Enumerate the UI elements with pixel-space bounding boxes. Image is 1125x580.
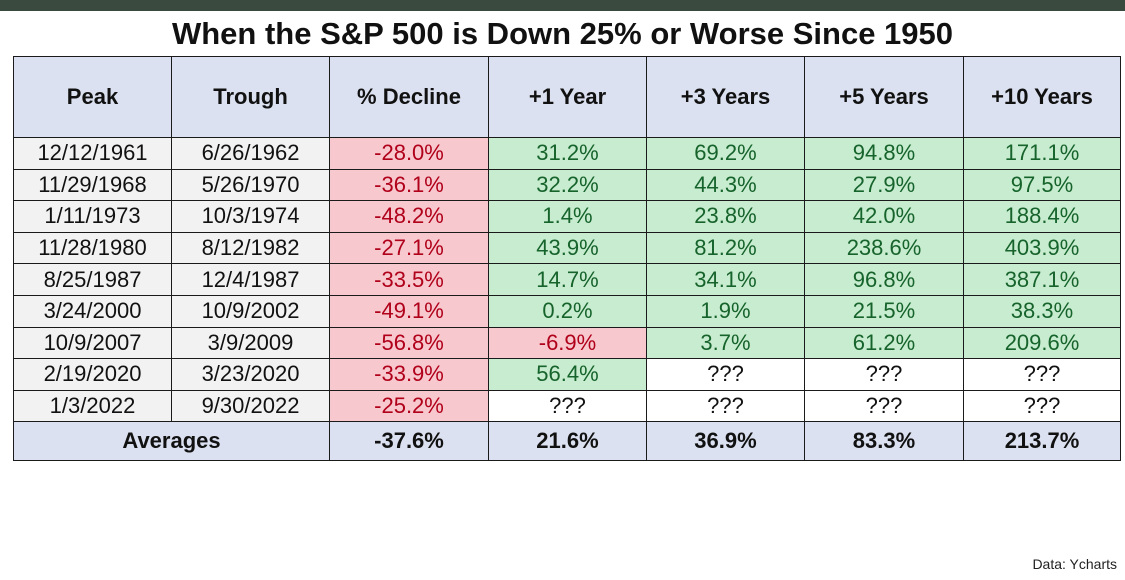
return-10-years-cell: 403.9%: [963, 231, 1121, 265]
return-1-year-cell: 43.9%: [488, 231, 647, 265]
return-3-years-cell: 1.9%: [646, 294, 805, 328]
return-1-year-cell: 14.7%: [488, 263, 647, 296]
table-row: 11/28/1980 8/12/1982 -27.1% 43.9% 81.2% 238.6…: [13, 231, 1121, 265]
trough-cell: 5/26/1970: [171, 168, 330, 202]
returns-table: Peak Trough % Decline +1 Year +3 Years +…: [13, 56, 1121, 462]
return-3-years-cell: ???: [646, 389, 805, 423]
return-1-year-cell: 56.4%: [488, 358, 647, 391]
return-10-years-cell: 97.5%: [963, 168, 1121, 202]
decline-cell: -33.9%: [329, 358, 489, 391]
peak-cell: 1/11/1973: [13, 200, 172, 233]
header-1-year: +1 Year: [488, 56, 647, 138]
return-1-year-cell: 31.2%: [488, 137, 647, 170]
data-source: Data: Ycharts: [1032, 556, 1117, 572]
table-row: 3/24/2000 10/9/2002 -49.1% 0.2% 1.9% 21.5% 38.…: [13, 294, 1121, 328]
return-5-years-cell: 96.8%: [804, 263, 964, 296]
average-5-years: 83.3%: [804, 421, 964, 462]
trough-cell: 8/12/1982: [171, 231, 330, 265]
average-3-years: 36.9%: [646, 421, 805, 462]
return-10-years-cell: 387.1%: [963, 263, 1121, 296]
table-row: 8/25/1987 12/4/1987 -33.5% 14.7% 34.1% 96.8% 3…: [13, 263, 1121, 296]
trough-cell: 6/26/1962: [171, 137, 330, 170]
return-5-years-cell: ???: [804, 389, 964, 423]
return-3-years-cell: 23.8%: [646, 200, 805, 233]
table-row: 1/11/1973 10/3/1974 -48.2% 1.4% 23.8% 42.0% 18…: [13, 200, 1121, 233]
return-1-year-cell: ???: [488, 389, 647, 423]
decline-cell: -49.1%: [329, 294, 489, 328]
table-header-row: Peak Trough % Decline +1 Year +3 Years +…: [13, 56, 1121, 138]
decline-cell: -56.8%: [329, 326, 489, 360]
return-3-years-cell: 34.1%: [646, 263, 805, 296]
header-trough: Trough: [171, 56, 330, 138]
top-band: [0, 0, 1125, 11]
trough-cell: 12/4/1987: [171, 263, 330, 296]
return-5-years-cell: 94.8%: [804, 137, 964, 170]
average-decline: -37.6%: [329, 421, 489, 462]
decline-cell: -36.1%: [329, 168, 489, 202]
trough-cell: 10/3/1974: [171, 200, 330, 233]
table-body: 12/12/1961 6/26/1962 -28.0% 31.2% 69.2% 94.8%…: [13, 137, 1121, 423]
return-3-years-cell: 81.2%: [646, 231, 805, 265]
peak-cell: 11/28/1980: [13, 231, 172, 265]
peak-cell: 12/12/1961: [13, 137, 172, 170]
return-5-years-cell: ???: [804, 358, 964, 391]
return-1-year-cell: 1.4%: [488, 200, 647, 233]
table-row: 10/9/2007 3/9/2009 -56.8% -6.9% 3.7% 61.2% 209…: [13, 326, 1121, 360]
trough-cell: 9/30/2022: [171, 389, 330, 423]
table-row: 2/19/2020 3/23/2020 -33.9% 56.4%?????????: [13, 358, 1121, 391]
return-5-years-cell: 21.5%: [804, 294, 964, 328]
averages-row: Averages -37.6% 21.6% 36.9% 83.3% 213.7%: [13, 421, 1121, 462]
peak-cell: 10/9/2007: [13, 326, 172, 360]
peak-cell: 8/25/1987: [13, 263, 172, 296]
average-10-years: 213.7%: [963, 421, 1121, 462]
return-3-years-cell: 69.2%: [646, 137, 805, 170]
peak-cell: 3/24/2000: [13, 294, 172, 328]
header-decline: % Decline: [329, 56, 489, 138]
header-5-years: +5 Years: [804, 56, 964, 138]
return-10-years-cell: 38.3%: [963, 294, 1121, 328]
header-3-years: +3 Years: [646, 56, 805, 138]
return-10-years-cell: ???: [963, 389, 1121, 423]
averages-label: Averages: [13, 421, 330, 462]
return-1-year-cell: 0.2%: [488, 294, 647, 328]
peak-cell: 11/29/1968: [13, 168, 172, 202]
return-10-years-cell: 209.6%: [963, 326, 1121, 360]
return-1-year-cell: -6.9%: [488, 326, 647, 360]
peak-cell: 2/19/2020: [13, 358, 172, 391]
return-10-years-cell: 171.1%: [963, 137, 1121, 170]
trough-cell: 10/9/2002: [171, 294, 330, 328]
return-5-years-cell: 61.2%: [804, 326, 964, 360]
decline-cell: -28.0%: [329, 137, 489, 170]
return-10-years-cell: 188.4%: [963, 200, 1121, 233]
header-peak: Peak: [13, 56, 172, 138]
return-3-years-cell: ???: [646, 358, 805, 391]
page-title: When the S&P 500 is Down 25% or Worse Si…: [171, 16, 954, 51]
return-5-years-cell: 42.0%: [804, 200, 964, 233]
trough-cell: 3/9/2009: [171, 326, 330, 360]
return-10-years-cell: ???: [963, 358, 1121, 391]
header-10-years: +10 Years: [963, 56, 1121, 138]
decline-cell: -33.5%: [329, 263, 489, 296]
decline-cell: -48.2%: [329, 200, 489, 233]
return-3-years-cell: 44.3%: [646, 168, 805, 202]
peak-cell: 1/3/2022: [13, 389, 172, 423]
table-row: 11/29/1968 5/26/1970 -36.1% 32.2% 44.3% 27.9%…: [13, 168, 1121, 202]
table-row: 12/12/1961 6/26/1962 -28.0% 31.2% 69.2% 94.8%…: [13, 137, 1121, 170]
decline-cell: -25.2%: [329, 389, 489, 423]
return-1-year-cell: 32.2%: [488, 168, 647, 202]
average-1-year: 21.6%: [488, 421, 647, 462]
table-row: 1/3/2022 9/30/2022 -25.2%????????????: [13, 389, 1121, 423]
decline-cell: -27.1%: [329, 231, 489, 265]
return-5-years-cell: 238.6%: [804, 231, 964, 265]
trough-cell: 3/23/2020: [171, 358, 330, 391]
return-5-years-cell: 27.9%: [804, 168, 964, 202]
return-3-years-cell: 3.7%: [646, 326, 805, 360]
